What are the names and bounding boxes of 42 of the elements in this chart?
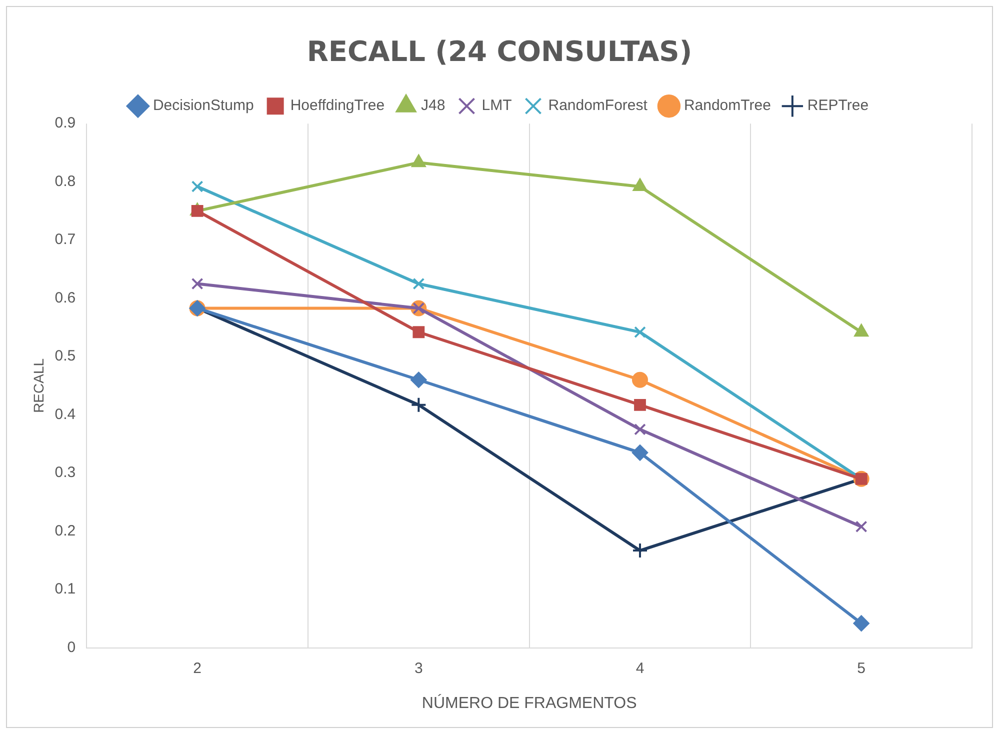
point — [191, 278, 204, 290]
point — [191, 180, 204, 192]
x-tick-label: 3 — [414, 660, 423, 677]
y-axis-title: RECALL — [30, 358, 46, 413]
point — [632, 444, 648, 461]
point — [191, 205, 204, 217]
y-tick-label: 0.6 — [54, 289, 76, 306]
point — [412, 326, 425, 338]
y-tick-label: 0.9 — [54, 114, 76, 132]
x-tick-label: 5 — [857, 660, 866, 677]
x-tick-label: 4 — [636, 660, 644, 677]
point — [634, 326, 646, 338]
legend-label: J48 — [421, 97, 446, 114]
legend-label: LMT — [482, 97, 512, 114]
point — [853, 615, 870, 632]
legend-label: RandomTree — [684, 97, 771, 114]
point — [410, 372, 427, 388]
chart-title: RECALL (24 CONSULTAS) — [306, 35, 692, 68]
y-tick-label: 0.7 — [54, 231, 76, 248]
point — [634, 423, 646, 436]
y-tick-label: 0.2 — [54, 522, 76, 540]
x-axis-title: NÚMERO DE FRAGMENTOS — [422, 694, 637, 712]
y-tick-label: 0.5 — [54, 348, 76, 365]
point — [634, 398, 646, 411]
point — [632, 178, 648, 192]
legend-label: RandomForest — [548, 97, 648, 114]
point — [632, 372, 648, 388]
point — [410, 396, 427, 413]
y-tick-label: 0 — [67, 638, 76, 656]
legend-label: HoeffdingTree — [290, 97, 385, 114]
x-tick-label: 2 — [193, 660, 202, 677]
point — [632, 542, 648, 559]
y-tick-label: 0.4 — [54, 406, 76, 423]
legend-label: REPTree — [807, 97, 869, 114]
legend-label: DecisionStump — [152, 97, 254, 114]
point — [412, 154, 426, 168]
y-tick-label: 0.1 — [54, 580, 76, 598]
y-tick-label: 0.3 — [54, 464, 76, 482]
point — [854, 324, 868, 337]
y-tick-label: 0.8 — [54, 172, 76, 190]
point — [855, 520, 868, 533]
point — [412, 278, 425, 290]
